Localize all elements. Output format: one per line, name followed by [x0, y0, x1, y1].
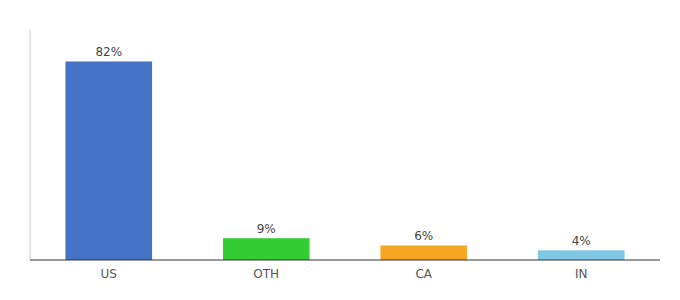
chart-container: 82% 9% 6% 4% US OTH CA IN — [0, 0, 680, 300]
bar — [538, 250, 625, 260]
chart-svg: 82% 9% 6% 4% US OTH CA IN — [0, 0, 680, 300]
y-axis-line — [30, 30, 31, 260]
x-tick-labels: US OTH CA IN — [101, 267, 588, 281]
x-axis-line — [30, 260, 660, 261]
bar — [65, 61, 152, 260]
data-labels: 82% 9% 6% 4% — [95, 45, 590, 248]
data-label: 4% — [572, 234, 591, 248]
data-label: 9% — [257, 222, 276, 236]
x-tick-label: IN — [575, 267, 588, 281]
bar — [380, 245, 467, 260]
x-tick-label: OTH — [253, 267, 279, 281]
x-tick-label: CA — [415, 267, 432, 281]
data-label: 6% — [414, 229, 433, 243]
bar — [223, 238, 310, 260]
x-tick-label: US — [101, 267, 117, 281]
bars — [65, 61, 624, 260]
data-label: 82% — [95, 45, 122, 59]
